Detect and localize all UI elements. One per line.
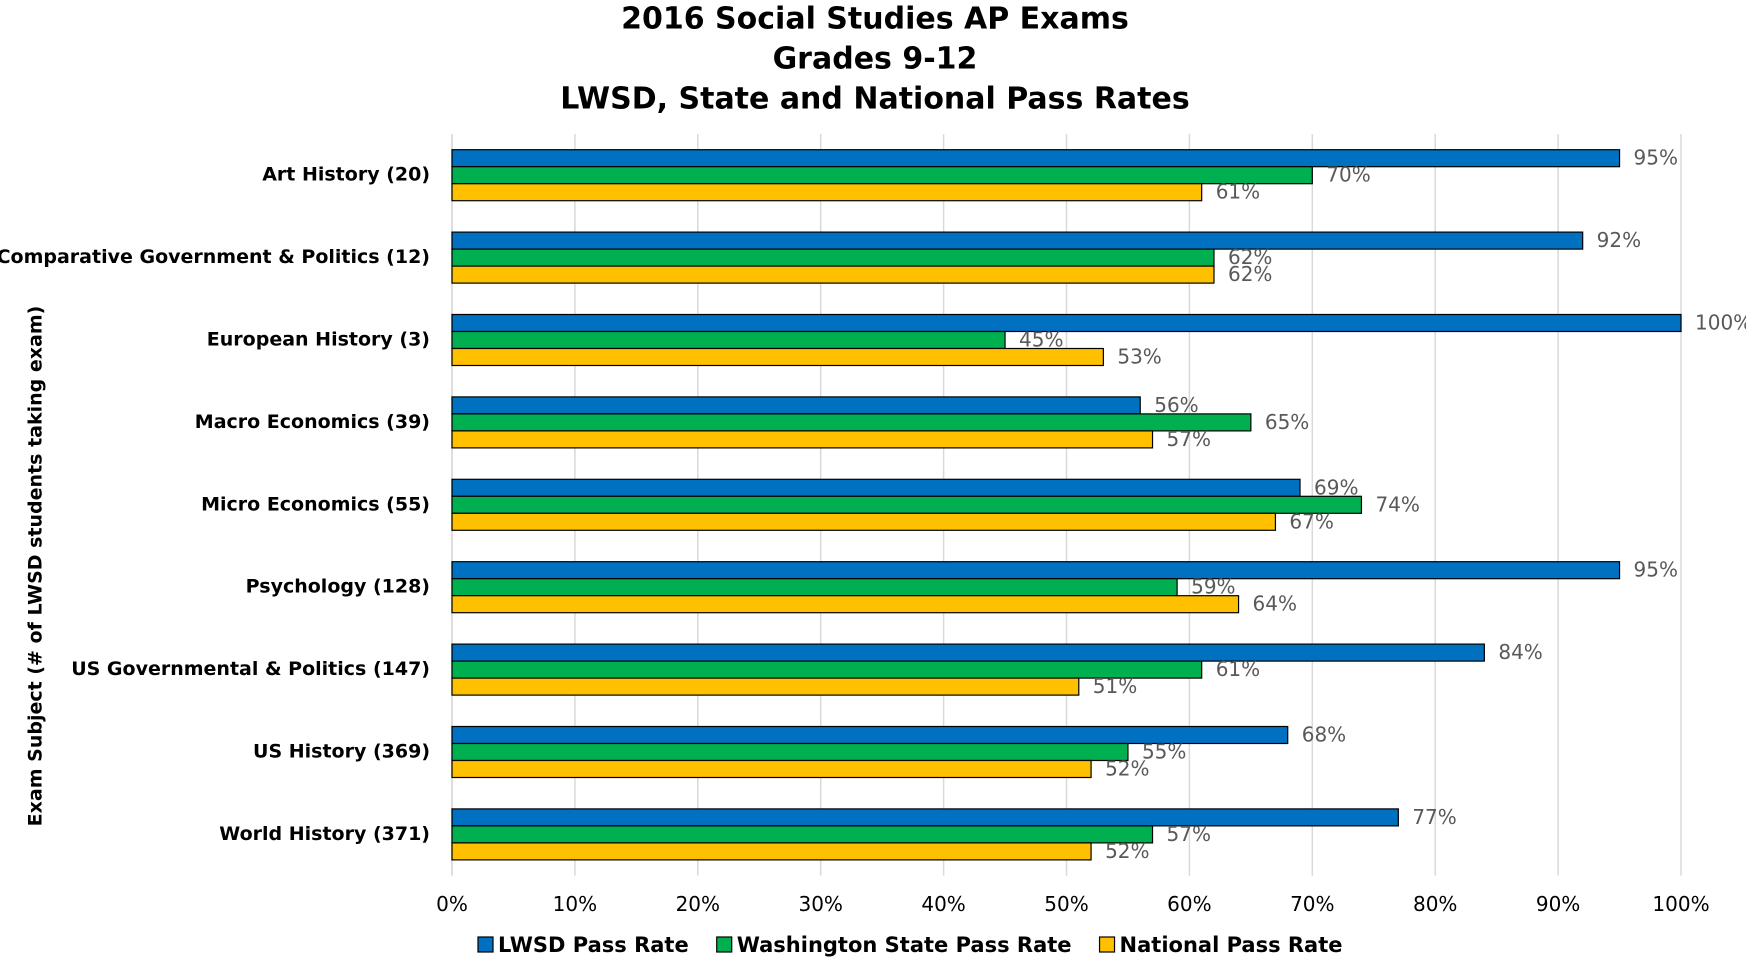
- category-label: Psychology (128): [246, 576, 430, 598]
- bar: [451, 561, 1621, 580]
- category-label: Comparative Government & Politics (12): [0, 246, 430, 268]
- bar: [451, 313, 1682, 333]
- bar: [451, 825, 1154, 844]
- bar: [451, 166, 1313, 185]
- value-label: 67%: [1289, 509, 1333, 533]
- category-label: World History (371): [219, 823, 430, 845]
- legend-label: Washington State Pass Rate: [737, 933, 1072, 957]
- bar: [451, 330, 1006, 350]
- bar: [451, 183, 1203, 202]
- x-tick-label: 50%: [1044, 892, 1088, 916]
- x-tick-label: 80%: [1413, 892, 1457, 916]
- bar: [451, 759, 1092, 779]
- value-label: 62%: [1228, 262, 1272, 286]
- value-label: 59%: [1191, 575, 1235, 599]
- bar: [451, 149, 1621, 168]
- value-label: 64%: [1253, 592, 1297, 616]
- value-label: 62%: [1228, 245, 1272, 269]
- category-label: US History (369): [253, 741, 430, 763]
- value-label: 61%: [1216, 180, 1260, 204]
- category-label: European History (3): [207, 329, 430, 351]
- bar: [451, 430, 1154, 449]
- bar: [451, 512, 1277, 531]
- x-tick-label: 90%: [1536, 892, 1580, 916]
- x-tick-label: 60%: [1167, 892, 1211, 916]
- chart-title: 2016 Social Studies AP Exams: [621, 2, 1129, 37]
- value-label: 53%: [1117, 345, 1161, 369]
- bar: [451, 660, 1203, 679]
- value-label: 92%: [1597, 228, 1641, 252]
- x-tick-label: 70%: [1290, 892, 1334, 916]
- category-label: Macro Economics (39): [195, 411, 430, 433]
- value-label: 57%: [1167, 822, 1211, 846]
- x-tick-label: 20%: [676, 892, 720, 916]
- bar: [451, 842, 1092, 861]
- bar: [451, 595, 1240, 614]
- value-label: 74%: [1375, 492, 1419, 516]
- bar: [451, 231, 1584, 250]
- legend-label: National Pass Rate: [1120, 933, 1343, 957]
- bar: [451, 643, 1485, 662]
- bar: [451, 742, 1129, 762]
- category-label: Art History (20): [262, 164, 430, 186]
- bar: [451, 413, 1252, 432]
- value-label: 56%: [1154, 393, 1198, 417]
- category-label: US Governmental & Politics (147): [71, 658, 430, 680]
- value-label: 45%: [1019, 328, 1063, 352]
- value-label: 61%: [1216, 657, 1260, 681]
- chart-title: LWSD, State and National Pass Rates: [560, 82, 1189, 117]
- value-label: 68%: [1302, 723, 1346, 747]
- bar: [451, 248, 1215, 267]
- y-axis-label: Exam Subject (# of LWSD students taking …: [25, 306, 47, 827]
- chart-title: Grades 9-12: [773, 42, 978, 77]
- legend-label: LWSD Pass Rate: [498, 933, 689, 957]
- value-label: 52%: [1105, 757, 1149, 781]
- x-tick-label: 100%: [1652, 892, 1709, 916]
- bar: [451, 396, 1141, 415]
- x-tick-label: 10%: [553, 892, 597, 916]
- value-label: 95%: [1634, 558, 1678, 582]
- value-label: 55%: [1142, 740, 1186, 764]
- x-tick-label: 40%: [921, 892, 965, 916]
- legend-swatch: [716, 936, 733, 953]
- value-label: 57%: [1167, 427, 1211, 451]
- value-label: 95%: [1634, 146, 1678, 170]
- bar: [451, 347, 1104, 367]
- value-label: 52%: [1105, 839, 1149, 863]
- x-tick-label: 30%: [798, 892, 842, 916]
- bar: [451, 265, 1215, 284]
- value-label: 100%: [1695, 311, 1746, 335]
- value-label: 77%: [1412, 805, 1456, 829]
- x-tick-label: 0%: [436, 892, 468, 916]
- bar: [451, 478, 1301, 497]
- value-label: 70%: [1326, 163, 1370, 187]
- value-label: 51%: [1093, 674, 1137, 698]
- bar: [451, 677, 1080, 696]
- bar: [451, 495, 1363, 514]
- category-label: Micro Economics (55): [201, 493, 430, 515]
- value-label: 84%: [1498, 640, 1542, 664]
- bar: [451, 808, 1399, 827]
- bar: [451, 578, 1178, 597]
- legend-swatch: [477, 936, 494, 953]
- value-label: 69%: [1314, 475, 1358, 499]
- legend-swatch: [1098, 936, 1116, 953]
- value-label: 65%: [1265, 410, 1309, 434]
